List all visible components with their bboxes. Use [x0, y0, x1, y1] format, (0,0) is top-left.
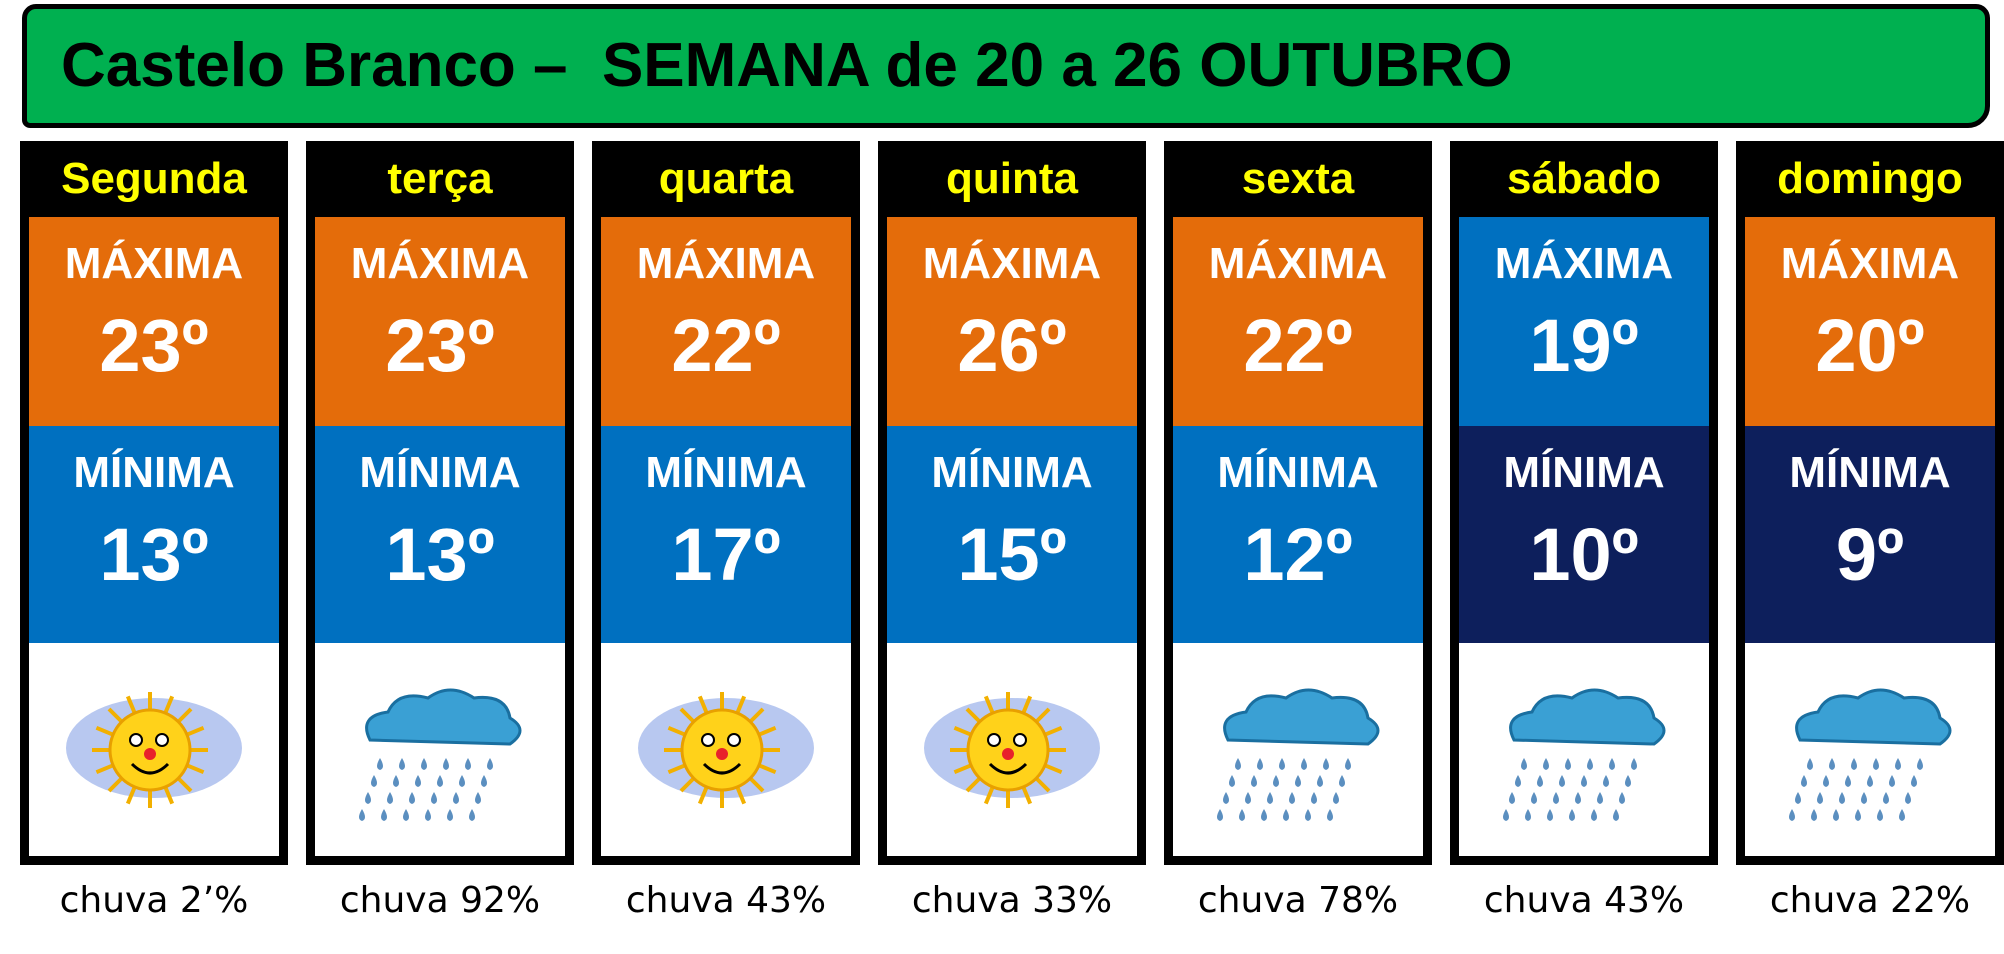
icon-box — [1745, 643, 1995, 856]
rain-chance: chuva 43% — [625, 880, 827, 921]
max-band: MÁXIMA 23º — [315, 217, 565, 426]
day-column: terça MÁXIMA 23º MÍNIMA 13º — [306, 141, 574, 865]
min-value: 13º — [99, 513, 209, 596]
day-column: sexta MÁXIMA 22º MÍNIMA 12º — [1164, 141, 1432, 865]
title: Castelo Branco – SEMANA de 20 a 26 OUTUB… — [22, 4, 1990, 128]
rain-icon — [1217, 688, 1380, 821]
min-band: MÍNIMA 17º — [601, 426, 851, 643]
max-band: MÁXIMA 19º — [1459, 217, 1709, 426]
day-column: sábado MÁXIMA 19º MÍNIMA 10º — [1450, 141, 1718, 865]
rain-chance: chuva 92% — [339, 880, 541, 921]
day-name: quarta — [658, 154, 794, 203]
min-value: 10º — [1529, 513, 1639, 596]
icon-box — [29, 643, 279, 856]
day-column: quinta MÁXIMA 26º MÍNIMA 15º — [878, 141, 1146, 865]
icon-box — [887, 643, 1137, 856]
min-label: MÍNIMA — [73, 448, 235, 497]
min-value: 13º — [385, 513, 495, 596]
min-value: 9º — [1835, 513, 1905, 596]
max-label: MÁXIMA — [350, 239, 530, 288]
day-column: Segunda MÁXIMA 23º MÍNIMA 13º — [20, 141, 288, 865]
rain-icon — [359, 688, 522, 821]
min-value: 17º — [671, 513, 781, 596]
icon-box — [601, 643, 851, 856]
rain-icon — [1503, 688, 1666, 821]
min-label: MÍNIMA — [359, 448, 521, 497]
max-label: MÁXIMA — [922, 239, 1102, 288]
max-value: 23º — [385, 304, 495, 387]
day-column: quarta MÁXIMA 22º MÍNIMA 17º — [592, 141, 860, 865]
max-band: MÁXIMA 22º — [1173, 217, 1423, 426]
max-band: MÁXIMA 26º — [887, 217, 1137, 426]
rain-icon — [1789, 688, 1952, 821]
day-column: domingo MÁXIMA 20º MÍNIMA 9º — [1736, 141, 2004, 865]
max-value: 20º — [1815, 304, 1925, 387]
min-band: MÍNIMA 13º — [315, 426, 565, 643]
max-band: MÁXIMA 22º — [601, 217, 851, 426]
max-value: 22º — [671, 304, 781, 387]
min-label: MÍNIMA — [1503, 448, 1665, 497]
min-band: MÍNIMA 12º — [1173, 426, 1423, 643]
min-band: MÍNIMA 10º — [1459, 426, 1709, 643]
max-value: 19º — [1529, 304, 1639, 387]
day-name: domingo — [1777, 154, 1963, 203]
icon-box — [315, 643, 565, 856]
sun-icon — [66, 692, 242, 808]
max-value: 23º — [99, 304, 209, 387]
rain-chance: chuva 33% — [911, 880, 1113, 921]
sun-icon — [638, 692, 814, 808]
max-label: MÁXIMA — [64, 239, 244, 288]
min-label: MÍNIMA — [645, 448, 807, 497]
day-name: quinta — [946, 154, 1078, 203]
rain-chance: chuva 2’% — [59, 880, 249, 921]
min-value: 12º — [1243, 513, 1353, 596]
day-name: sábado — [1506, 154, 1662, 203]
day-name: terça — [387, 154, 493, 203]
min-label: MÍNIMA — [931, 448, 1093, 497]
min-label: MÍNIMA — [1789, 448, 1951, 497]
max-value: 26º — [957, 304, 1067, 387]
max-label: MÁXIMA — [1208, 239, 1388, 288]
rain-chance: chuva 22% — [1769, 880, 1971, 921]
icon-box — [1459, 643, 1709, 856]
min-band: MÍNIMA 13º — [29, 426, 279, 643]
day-name: Segunda — [61, 154, 247, 203]
min-band: MÍNIMA 15º — [887, 426, 1137, 643]
rain-chance: chuva 78% — [1197, 880, 1399, 921]
max-label: MÁXIMA — [636, 239, 816, 288]
rain-chance: chuva 43% — [1483, 880, 1685, 921]
max-band: MÁXIMA 20º — [1745, 217, 1995, 426]
min-label: MÍNIMA — [1217, 448, 1379, 497]
icon-box — [1173, 643, 1423, 856]
max-value: 22º — [1243, 304, 1353, 387]
max-label: MÁXIMA — [1780, 239, 1960, 288]
min-band: MÍNIMA 9º — [1745, 426, 1995, 643]
day-name: sexta — [1241, 154, 1355, 203]
min-value: 15º — [957, 513, 1067, 596]
max-band: MÁXIMA 23º — [29, 217, 279, 426]
sun-icon — [924, 692, 1100, 808]
max-label: MÁXIMA — [1494, 239, 1674, 288]
